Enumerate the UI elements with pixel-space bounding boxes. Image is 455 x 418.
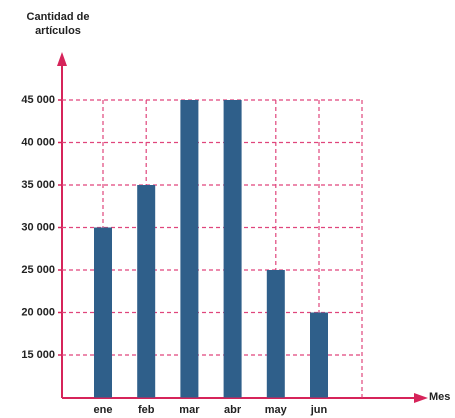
y-tick-label: 20 000 [21, 306, 55, 318]
x-axis-label: Mes [429, 391, 450, 403]
y-tick-label: 35 000 [21, 179, 55, 191]
y-axis-arrow [57, 52, 67, 66]
y-axis-label: Cantidad de artículos [26, 11, 90, 37]
y-tick-label: 25 000 [21, 264, 55, 276]
bar [137, 185, 156, 398]
x-tick-label: mar [179, 404, 200, 416]
x-tick-label: abr [224, 404, 242, 416]
bar [94, 227, 112, 398]
x-tick-label: feb [138, 404, 155, 416]
y-tick-label: 45 000 [21, 94, 55, 106]
x-tick-label: may [265, 404, 288, 416]
y-tick-label: 40 000 [21, 136, 55, 148]
x-tick-label: jun [310, 404, 328, 416]
bar [266, 270, 285, 398]
bar [310, 312, 328, 398]
y-tick-label: 15 000 [21, 349, 55, 361]
x-axis-arrow [414, 393, 428, 403]
x-tick-label: ene [94, 404, 113, 416]
bar [223, 100, 242, 398]
bar [180, 100, 199, 398]
y-tick-label: 30 000 [21, 221, 55, 233]
